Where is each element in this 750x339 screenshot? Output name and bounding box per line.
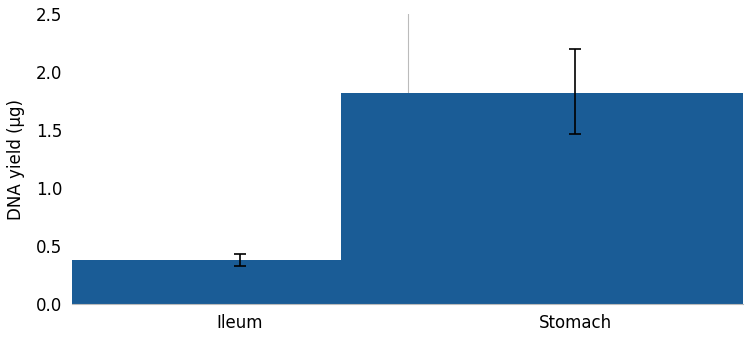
Bar bbox=[340, 93, 750, 304]
Y-axis label: DNA yield (µg): DNA yield (µg) bbox=[7, 99, 25, 220]
Bar bbox=[5, 260, 475, 304]
